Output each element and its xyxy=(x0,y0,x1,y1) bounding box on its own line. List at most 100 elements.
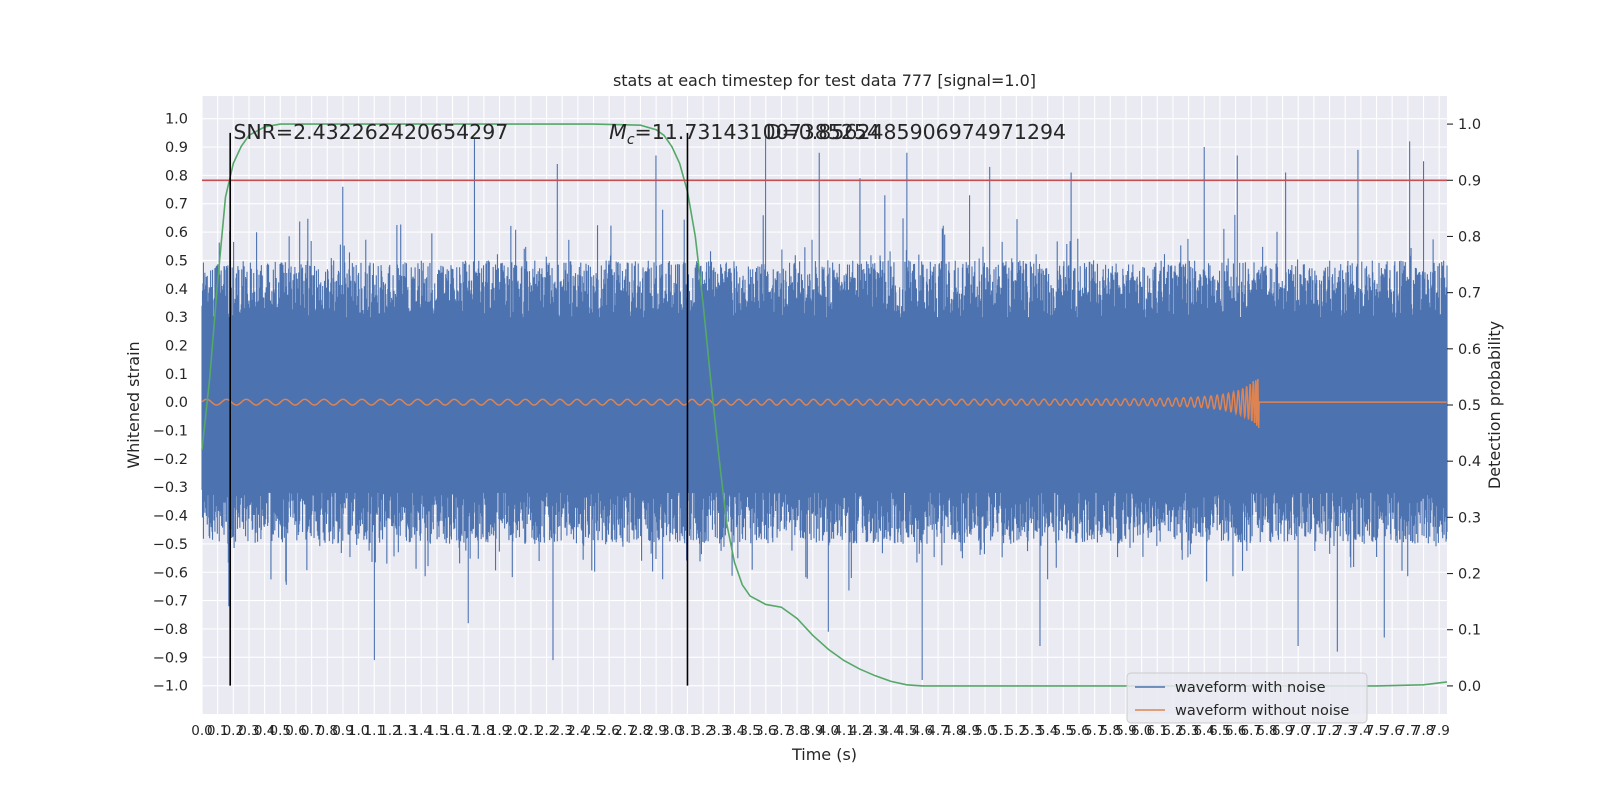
x-tick-label: 1.4 xyxy=(411,723,432,739)
x-tick-label: 7.6 xyxy=(1381,723,1402,739)
y-right-tick-label: 0.0 xyxy=(1458,679,1481,695)
x-tick-label: 5.6 xyxy=(1068,723,1089,739)
x-tick-label: 6.9 xyxy=(1272,723,1293,739)
x-tick-label: 5.2 xyxy=(1006,723,1027,739)
x-tick-label: 2.7 xyxy=(614,723,635,739)
x-tick-label: 1.3 xyxy=(395,723,416,739)
chart-title: stats at each timestep for test data 777… xyxy=(613,71,1036,90)
x-tick-label: 3.0 xyxy=(661,723,682,739)
x-tick-label: 2.6 xyxy=(598,723,619,739)
y-right-tick-label: 0.4 xyxy=(1458,454,1481,470)
x-tick-label: 2.9 xyxy=(645,723,666,739)
x-tick-label: 1.6 xyxy=(442,723,463,739)
y-left-tick-label: 0.4 xyxy=(165,282,188,298)
x-tick-label: 4.9 xyxy=(959,723,980,739)
x-tick-label: 7.4 xyxy=(1350,723,1371,739)
series-detection-probability xyxy=(201,123,1448,687)
x-tick-label: 3.7 xyxy=(771,723,792,739)
y-left-tick-label: −0.3 xyxy=(153,480,188,496)
x-tick-label: 7.5 xyxy=(1366,723,1387,739)
y-left-tick-label: 0.6 xyxy=(165,225,188,241)
x-tick-label: 6.7 xyxy=(1241,723,1262,739)
y-right-tick-label: 0.1 xyxy=(1458,623,1481,639)
x-tick-label: 0.7 xyxy=(301,723,322,739)
x-tick-label: 6.6 xyxy=(1225,723,1246,739)
y-left-tick-label: 0.2 xyxy=(165,338,188,354)
x-axis-label: Time (s) xyxy=(791,745,857,764)
x-tick-label: 0.6 xyxy=(285,723,306,739)
y-left-tick-label: 0.3 xyxy=(165,310,188,326)
x-tick-label: 3.8 xyxy=(786,723,807,739)
y-left-tick-label: −0.1 xyxy=(153,424,188,440)
x-tick-label: 0.9 xyxy=(332,723,353,739)
legend-label-1: waveform with noise xyxy=(1175,680,1326,696)
x-tick-label: 7.8 xyxy=(1413,723,1434,739)
x-tick-label: 4.2 xyxy=(849,723,870,739)
y-left-tick-label: −0.7 xyxy=(153,594,188,610)
x-tick-label: 0.8 xyxy=(317,723,338,739)
x-tick-label: 6.0 xyxy=(1131,723,1152,739)
x-tick-label: 4.4 xyxy=(880,723,901,739)
y-left-tick-label: 0.9 xyxy=(165,140,188,156)
x-tick-label: 3.4 xyxy=(724,723,745,739)
x-tick-label: 7.9 xyxy=(1428,723,1449,739)
y-right-tick-label: 0.7 xyxy=(1458,286,1481,302)
x-tick-label: 4.3 xyxy=(865,723,886,739)
x-tick-label: 2.2 xyxy=(536,723,557,739)
x-tick-label: 0.4 xyxy=(254,723,275,739)
x-tick-label: 4.6 xyxy=(912,723,933,739)
x-tick-label: 3.6 xyxy=(755,723,776,739)
y-left-tick-label: 0.5 xyxy=(165,253,188,269)
y-right-tick-label: 0.2 xyxy=(1458,567,1481,583)
x-tick-label: 5.4 xyxy=(1037,723,1058,739)
x-tick-label: 3.3 xyxy=(708,723,729,739)
y-left-tick-label: −0.8 xyxy=(153,622,188,638)
x-tick-label: 2.3 xyxy=(551,723,572,739)
x-tick-label: 1.1 xyxy=(364,723,385,739)
x-tick-label: 6.2 xyxy=(1162,723,1183,739)
x-tick-label: 6.4 xyxy=(1194,723,1215,739)
x-tick-label: 6.8 xyxy=(1256,723,1277,739)
y-left-tick-label: 0.1 xyxy=(165,367,188,383)
annotation-d: D=0.8562485906974971294 xyxy=(766,120,1066,144)
x-tick-label: 7.1 xyxy=(1303,723,1324,739)
series-waveform-with-noise xyxy=(201,135,1448,680)
x-tick-label: 3.1 xyxy=(677,723,698,739)
x-tick-label: 4.0 xyxy=(818,723,839,739)
x-tick-label: 6.3 xyxy=(1178,723,1199,739)
x-tick-label: 0.3 xyxy=(238,723,259,739)
y-left-tick-label: −0.2 xyxy=(153,452,188,468)
x-tick-label: 7.7 xyxy=(1397,723,1418,739)
x-tick-label: 5.9 xyxy=(1115,723,1136,739)
x-tick-label: 5.1 xyxy=(990,723,1011,739)
x-tick-label: 7.2 xyxy=(1319,723,1340,739)
x-tick-label: 4.8 xyxy=(943,723,964,739)
x-tick-label: 5.8 xyxy=(1100,723,1121,739)
x-tick-label: 3.5 xyxy=(739,723,760,739)
x-tick-label: 0.0 xyxy=(191,723,212,739)
x-tick-label: 2.5 xyxy=(583,723,604,739)
y-left-tick-label: −0.5 xyxy=(153,537,188,553)
x-tick-label: 2.8 xyxy=(630,723,651,739)
legend-box xyxy=(1126,672,1368,724)
y-left-tick-label: 0.7 xyxy=(165,197,188,213)
x-tick-label: 1.2 xyxy=(379,723,400,739)
x-tick-label: 0.1 xyxy=(207,723,228,739)
y-right-tick-label: 0.9 xyxy=(1458,173,1481,189)
x-tick-label: 3.9 xyxy=(802,723,823,739)
y-left-tick-label: −0.9 xyxy=(153,650,188,666)
y-left-tick-label: −0.4 xyxy=(153,509,188,525)
y-right-tick-label: 0.6 xyxy=(1458,342,1481,358)
y-right-tick-label: 0.8 xyxy=(1458,229,1481,245)
x-tick-label: 1.8 xyxy=(473,723,494,739)
annotation-chirp-mass: Mc=11.731431007385254 xyxy=(609,120,880,148)
x-tick-label: 1.5 xyxy=(426,723,447,739)
x-tick-label: 4.7 xyxy=(927,723,948,739)
x-tick-label: 5.0 xyxy=(974,723,995,739)
x-tick-label: 2.4 xyxy=(567,723,588,739)
x-tick-label: 6.1 xyxy=(1147,723,1168,739)
x-tick-label: 7.0 xyxy=(1287,723,1308,739)
x-tick-label: 5.7 xyxy=(1084,723,1105,739)
x-tick-label: 7.3 xyxy=(1334,723,1355,739)
